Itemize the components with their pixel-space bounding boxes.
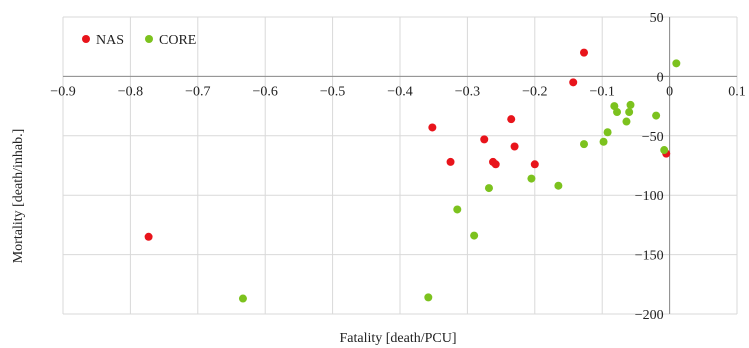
- y-axis-label: Mortality [death/inhab.]: [11, 129, 26, 264]
- point-core: [238, 294, 247, 303]
- x-tick-label: −0.1: [589, 84, 614, 99]
- point-core: [613, 108, 622, 117]
- y-tick-label: −100: [635, 189, 664, 204]
- legend: NAS CORE: [82, 33, 196, 48]
- point-nas: [491, 160, 500, 169]
- point-core: [622, 117, 631, 126]
- point-core: [652, 111, 661, 120]
- x-tick-label: −0.7: [185, 84, 210, 99]
- data-points: [144, 48, 681, 303]
- y-tick-label: 0: [657, 70, 664, 85]
- x-tick-label: −0.5: [320, 84, 345, 99]
- point-nas: [530, 160, 539, 169]
- point-nas: [446, 157, 455, 166]
- point-core: [672, 59, 681, 68]
- point-nas: [580, 48, 589, 57]
- x-tick-label: 0: [666, 84, 673, 99]
- point-nas: [480, 135, 489, 144]
- point-core: [453, 205, 462, 214]
- point-core: [527, 174, 536, 183]
- point-core: [599, 137, 608, 146]
- point-core: [470, 231, 479, 240]
- point-core: [603, 128, 612, 137]
- point-core: [424, 293, 433, 302]
- legend-label-nas: NAS: [96, 33, 124, 48]
- x-tick-label: −0.4: [387, 84, 412, 99]
- y-tick-label: −50: [642, 130, 664, 145]
- legend-marker-core: [145, 35, 153, 43]
- point-core: [660, 146, 669, 155]
- point-nas: [569, 78, 578, 87]
- point-core: [626, 100, 635, 109]
- x-tick-label: −0.2: [522, 84, 547, 99]
- y-tick-label: 50: [650, 11, 664, 26]
- x-axis-label: Fatality [death/PCU]: [339, 331, 456, 346]
- x-tick-labels: −0.9 −0.8 −0.7 −0.6 −0.5 −0.4 −0.3 −0.2 −0.1 0 0.1: [50, 84, 745, 99]
- x-tick-label: −0.6: [252, 84, 277, 99]
- legend-label-core: CORE: [159, 33, 196, 48]
- x-tick-label: 0.1: [728, 84, 746, 99]
- point-core: [580, 140, 589, 149]
- x-tick-label: −0.8: [118, 84, 143, 99]
- legend-marker-nas: [82, 35, 90, 43]
- point-core: [554, 181, 563, 190]
- point-nas: [507, 115, 516, 124]
- y-tick-labels: 50 0 −50 −100 −150 −200: [635, 11, 664, 323]
- y-tick-label: −150: [635, 249, 664, 264]
- x-tick-label: −0.3: [455, 84, 480, 99]
- point-nas: [510, 142, 519, 151]
- y-tick-label: −200: [635, 308, 664, 323]
- point-nas: [144, 232, 153, 241]
- point-core: [625, 108, 634, 117]
- grid-lines: [62, 16, 738, 315]
- x-tick-label: −0.9: [50, 84, 75, 99]
- axes: [63, 17, 737, 314]
- point-core: [484, 184, 493, 193]
- point-nas: [428, 123, 437, 132]
- point-core: [610, 102, 619, 111]
